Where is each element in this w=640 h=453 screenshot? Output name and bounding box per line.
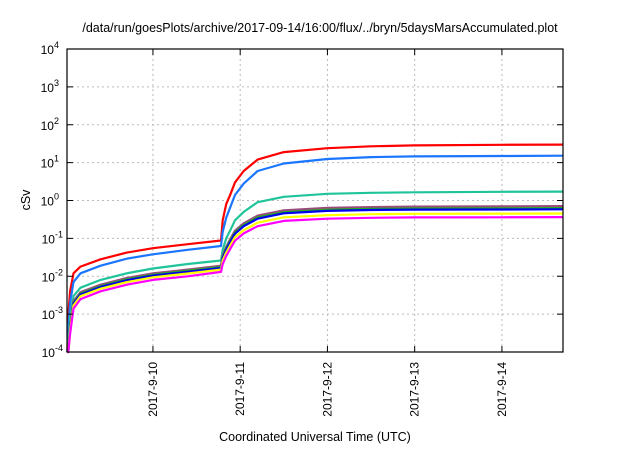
- y-tick-label: 103: [41, 78, 59, 95]
- y-axis-label: cSv: [19, 189, 33, 211]
- grid: [67, 49, 563, 352]
- y-tick-label: 10-4: [42, 343, 63, 360]
- x-axis: 2017-9-10 2017-9-11 2017-9-12 2017-9-13 2017…: [146, 49, 509, 417]
- x-tick-label: 2017-9-12: [320, 362, 334, 417]
- series-line-series-3: [66, 190, 564, 353]
- x-tick-label: 2017-9-13: [408, 362, 422, 417]
- x-tick-label: 2017-9-14: [495, 362, 509, 417]
- series-line-series-1: [66, 143, 564, 353]
- y-tick-label: 104: [41, 40, 59, 57]
- y-tick-label: 102: [41, 116, 59, 133]
- x-axis-label: Coordinated Universal Time (UTC): [219, 430, 411, 444]
- y-tick-label: 10-3: [42, 305, 63, 322]
- series-line-series-8: [67, 216, 564, 354]
- y-tick-label: 10-1: [42, 229, 63, 246]
- y-tick-label: 101: [41, 154, 59, 171]
- chart-title: /data/run/goesPlots/archive/2017-09-14/1…: [82, 21, 558, 35]
- y-tick-label: 10-2: [42, 267, 63, 284]
- x-tick-label: 2017-9-11: [233, 362, 247, 416]
- y-axis: 10-4 10-3 10-2 10-1 100 101 102 103 104: [41, 40, 563, 360]
- series-group: [66, 143, 564, 354]
- series-line-series-2: [66, 154, 564, 353]
- series-line-series-6: [67, 208, 564, 354]
- y-tick-label: 100: [41, 192, 59, 209]
- x-tick-label: 2017-9-10: [146, 362, 160, 417]
- series-line-series-7: [67, 212, 564, 354]
